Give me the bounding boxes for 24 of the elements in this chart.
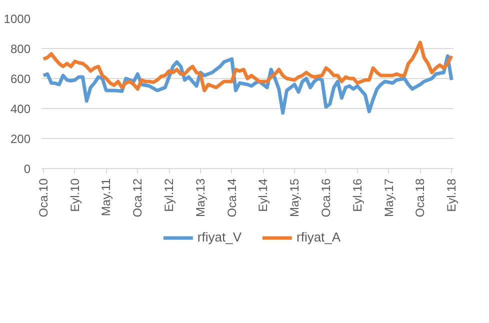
- y-tick-label: 200: [10, 132, 31, 146]
- y-tick-label: 400: [10, 102, 31, 116]
- x-tick-label: Eyl.14: [256, 178, 270, 212]
- y-tick-label: 1000: [4, 12, 31, 26]
- line-series: [42, 54, 454, 115]
- x-tick-label: Eyl.10: [68, 178, 82, 212]
- line-series: [42, 40, 454, 92]
- x-tick-label: Eyl.16: [350, 178, 364, 212]
- legend-label: rfiyat_A: [296, 230, 341, 244]
- x-tick-label: Oca.10: [36, 178, 50, 218]
- y-tick-label: 800: [10, 42, 31, 56]
- y-tick-label: 600: [10, 72, 31, 86]
- x-tick-label: May.13: [193, 178, 208, 217]
- x-tick-label: Eyl.18: [444, 178, 459, 212]
- x-tick-label: Eyl.12: [162, 178, 176, 212]
- x-tick-label: May.15: [288, 178, 302, 217]
- legend-label: rfiyat_V: [197, 230, 242, 244]
- x-tick-label: Oca.12: [130, 178, 145, 218]
- x-tick-label: May.17: [382, 178, 396, 217]
- x-tick-label: Oca.16: [318, 178, 333, 218]
- x-tick-label: May.11: [99, 178, 114, 216]
- x-tick-label: Oca.18: [413, 178, 428, 218]
- x-tick-label: Oca.14: [224, 178, 239, 218]
- y-tick-label: 0: [24, 162, 31, 176]
